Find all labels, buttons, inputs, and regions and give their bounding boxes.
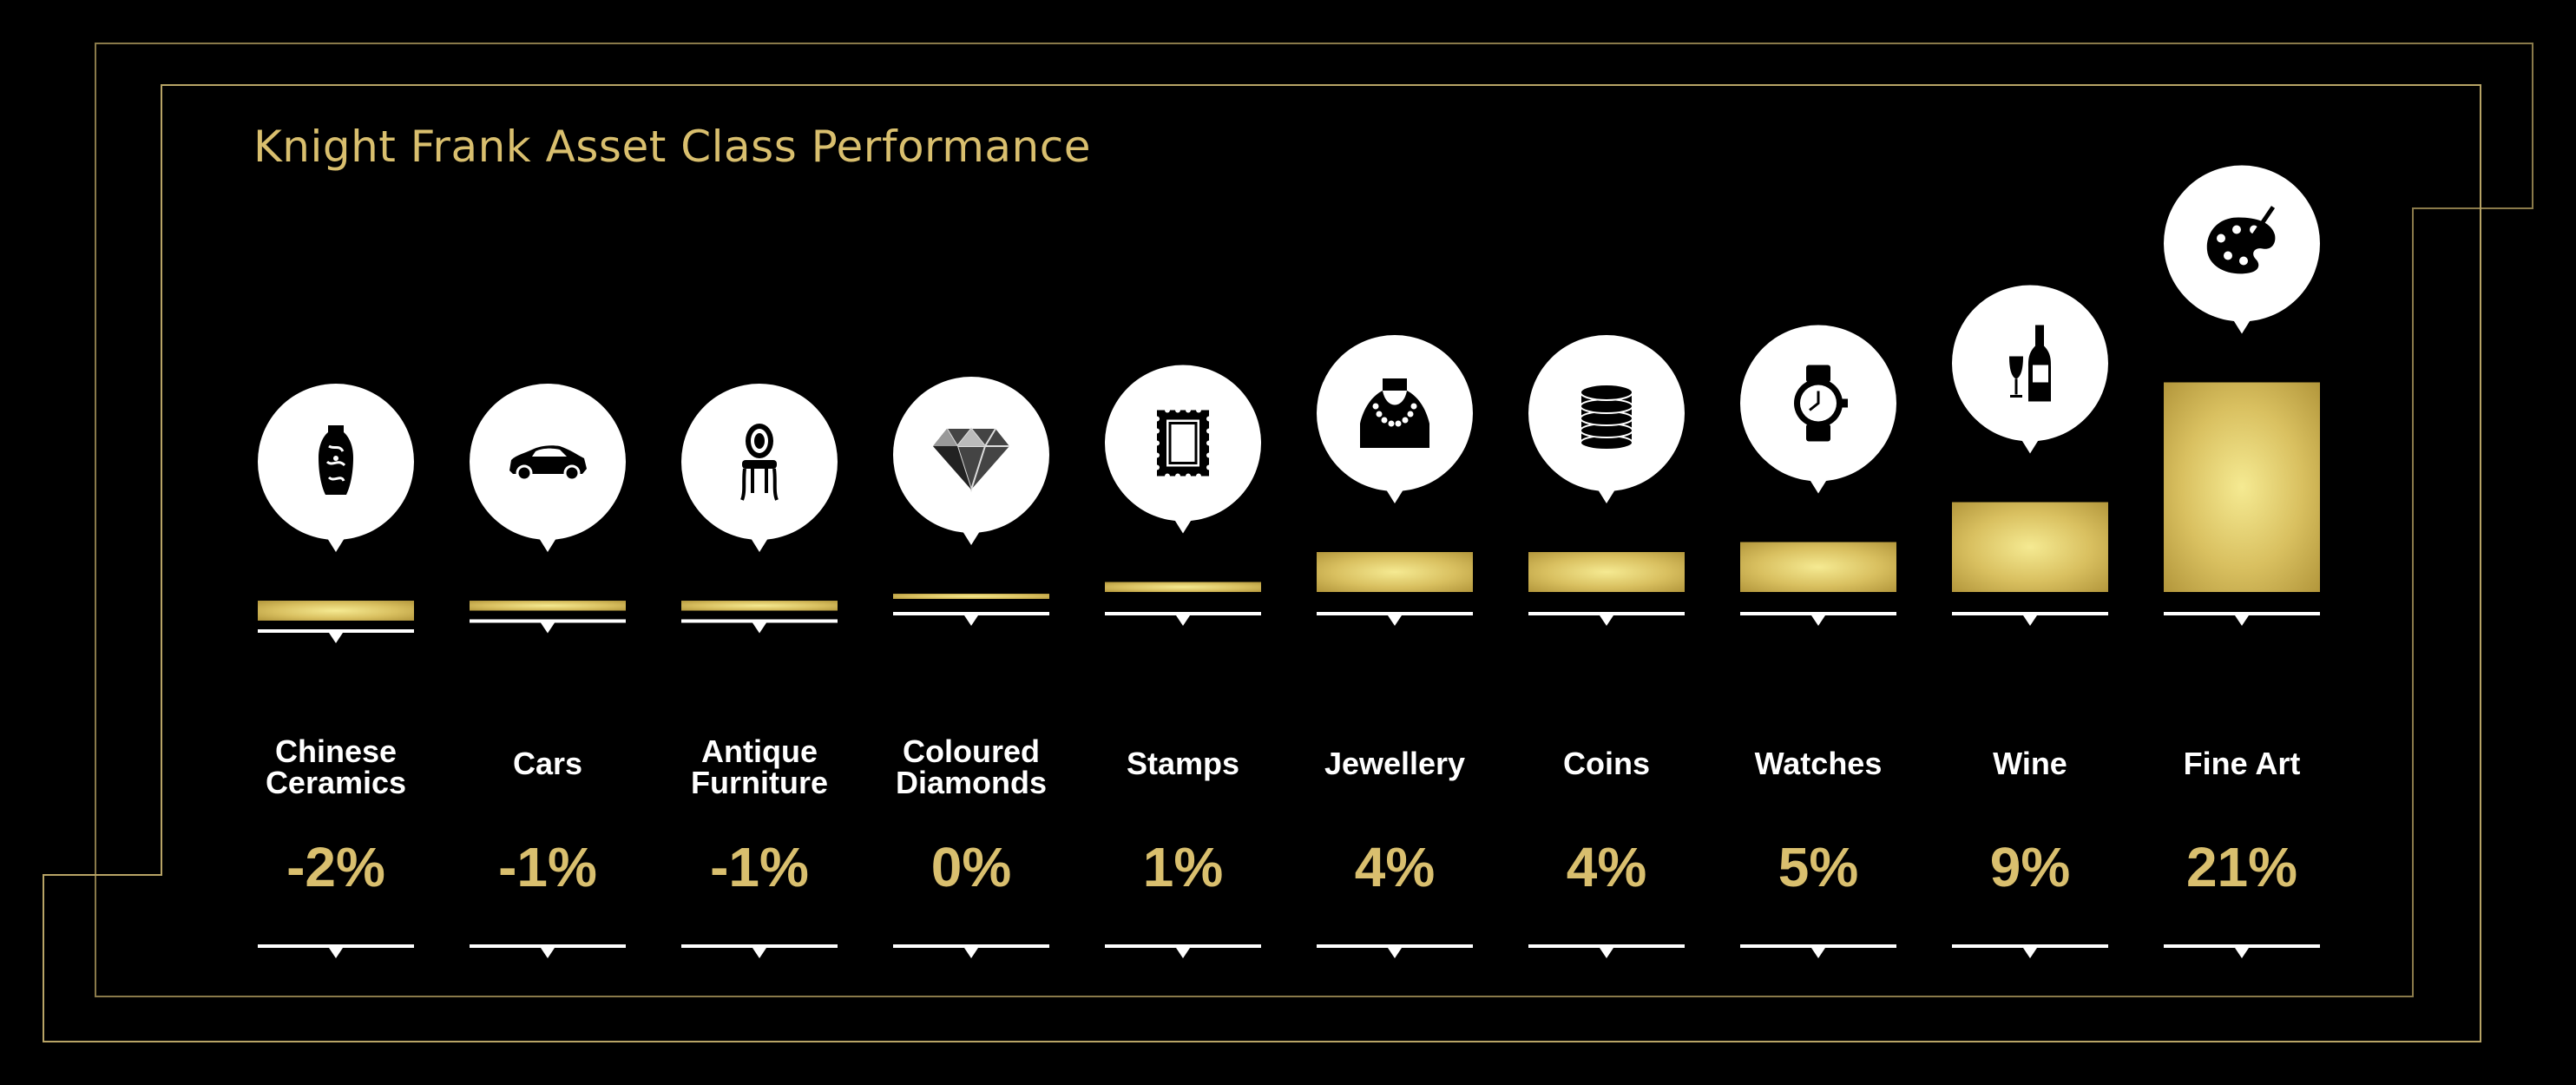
baseline-marker [1105, 944, 1261, 958]
baseline-pointer [2023, 948, 2037, 958]
baseline-pointer [541, 948, 555, 958]
baseline-pointer [2023, 615, 2037, 626]
category-label: Coins [1562, 746, 1650, 781]
baseline-pointer [964, 615, 978, 626]
bar-cars [470, 601, 626, 611]
baseline-pointer [2235, 615, 2249, 626]
baseline-pointer [329, 948, 343, 958]
value-label: 9% [1989, 836, 2071, 898]
coins-icon [1580, 384, 1633, 450]
chart-title: Knight Frank Asset Class Performance [253, 122, 1091, 172]
baseline-pointer [541, 622, 555, 634]
bar-coins [1528, 552, 1685, 592]
baseline-pointer [2235, 948, 2249, 958]
baseline-marker [893, 612, 1049, 626]
bar-antique-furniture [681, 601, 838, 611]
baseline-marker [1317, 944, 1473, 958]
icon-bubble [893, 377, 1049, 545]
icon-bubble [1528, 335, 1685, 503]
baseline-marker [1740, 944, 1896, 958]
baseline-marker [2164, 612, 2320, 626]
baseline-marker [258, 629, 414, 643]
baseline-marker [470, 619, 626, 634]
value-label: 4% [1354, 836, 1436, 898]
bar-coloured-diamonds [893, 594, 1049, 599]
category-label: Watches [1754, 746, 1883, 781]
baseline-pointer [1600, 615, 1613, 626]
category-label: Chinese Ceramics [265, 733, 407, 800]
value-label: -1% [498, 836, 597, 898]
icon-bubble [2164, 165, 2320, 334]
baseline-pointer [1388, 948, 1402, 958]
value-label: -1% [710, 836, 809, 898]
bar-fine-art [2164, 382, 2320, 592]
icon-bubble [258, 384, 414, 552]
icon-pointer [1810, 479, 1827, 494]
bar-chinese-ceramics [258, 601, 414, 621]
icon-bubble [1952, 285, 2108, 454]
baseline-pointer [964, 948, 978, 958]
baseline-marker [681, 619, 838, 634]
icon-bubble [1105, 365, 1261, 534]
value-label: 1% [1142, 836, 1224, 898]
bar-jewellery [1317, 552, 1473, 592]
baseline-marker [1528, 944, 1685, 958]
icon-pointer [751, 538, 768, 552]
icon-pointer [1386, 490, 1403, 503]
icon-bubble [470, 384, 626, 552]
icon-bubble [681, 384, 838, 552]
baseline-marker [893, 944, 1049, 958]
icon-pointer [1174, 519, 1192, 534]
category-label: Stamps [1126, 746, 1240, 781]
category-label: Cars [512, 746, 583, 781]
bar-stamps [1105, 582, 1261, 592]
icon-pointer [327, 538, 345, 552]
baseline-marker [1952, 612, 2108, 626]
icon-pointer [1598, 490, 1615, 503]
baseline-marker [1105, 612, 1261, 626]
stamp-icon [1153, 406, 1213, 480]
baseline-marker [1317, 612, 1473, 626]
baseline-marker [1952, 944, 2108, 958]
value-label: 0% [930, 836, 1012, 898]
value-label: 4% [1566, 836, 1647, 898]
baseline-pointer [1811, 615, 1825, 626]
baseline-pointer [1388, 615, 1402, 626]
category-label: Coloured Diamonds [895, 733, 1048, 800]
baseline-marker [470, 944, 626, 958]
value-label: 5% [1778, 836, 1859, 898]
baseline-pointer [752, 948, 766, 958]
icon-pointer [963, 531, 980, 545]
value-label: 21% [2185, 836, 2298, 898]
icon-pointer [539, 538, 556, 552]
value-label: -2% [286, 836, 385, 898]
icon-bubble [1317, 335, 1473, 503]
outer-frame-line [95, 43, 2533, 997]
baseline-pointer [1811, 948, 1825, 958]
icon-pointer [2021, 439, 2039, 454]
bar-watches [1740, 542, 1896, 592]
baseline-pointer [1600, 948, 1613, 958]
baseline-marker [258, 944, 414, 958]
category-label: Antique Furniture [691, 733, 828, 800]
baseline-pointer [329, 633, 343, 643]
category-label: Wine [1993, 746, 2067, 781]
bar-wine [1952, 502, 2108, 592]
baseline-marker [1528, 612, 1685, 626]
baseline-pointer [1176, 948, 1190, 958]
icon-bubble [1740, 325, 1896, 494]
category-label: Fine Art [2183, 746, 2301, 781]
baseline-pointer [1176, 615, 1190, 626]
category-label: Jewellery [1324, 746, 1466, 781]
baseline-marker [681, 944, 838, 958]
baseline-marker [2164, 944, 2320, 958]
inner-frame-line [43, 84, 2481, 1042]
icon-pointer [2233, 319, 2251, 334]
baseline-marker [1740, 612, 1896, 626]
baseline-pointer [752, 622, 766, 634]
